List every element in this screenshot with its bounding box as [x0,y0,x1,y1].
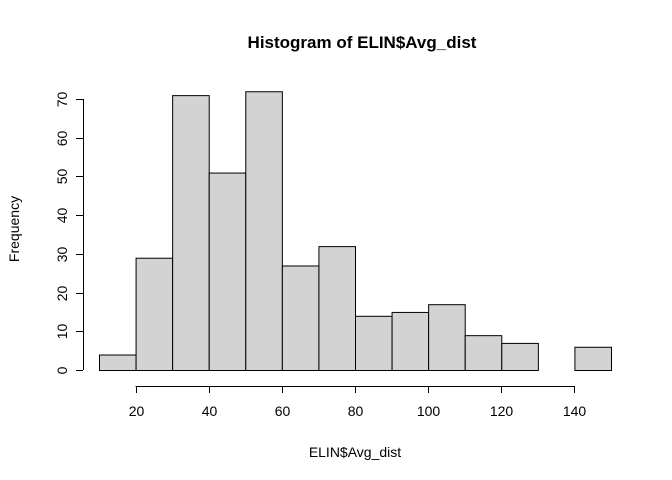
histogram-bar-13 [574,346,613,371]
x-tick-label: 80 [348,403,364,419]
x-tick-label: 40 [202,403,218,419]
histogram-bar-8 [391,311,430,371]
histogram-bar-5 [281,265,320,372]
y-tick-label: 30 [54,247,70,263]
y-axis-label: Frequency [6,196,22,262]
y-tick-label: 20 [54,286,70,302]
histogram-bar-11 [501,342,539,371]
y-tick-label: 40 [54,208,70,224]
histogram-bar-2 [172,95,210,371]
histogram-bar-3 [208,172,247,371]
y-tick-label: 50 [54,169,70,185]
y-axis: 0 10 20 30 40 50 60 70 [54,92,84,374]
y-tick-label: 60 [54,131,70,147]
y-tick-label: 0 [54,366,70,374]
histogram-bar-1 [135,257,174,372]
x-tick-label: 120 [490,403,514,419]
x-tick-label: 60 [275,403,291,419]
chart-title: Histogram of ELIN$Avg_dist [248,33,477,52]
histogram-bar-4 [245,91,283,371]
y-tick-label: 70 [54,92,70,108]
bars-group [99,91,613,372]
x-tick-label: 20 [129,403,145,419]
histogram-bar-7 [355,315,393,371]
y-tick-label: 10 [54,324,70,340]
histogram-bar-10 [464,335,503,371]
x-tick-label: 100 [417,403,441,419]
histogram-bar-9 [428,304,466,371]
histogram-bar-0 [99,354,137,371]
x-axis: 20 40 60 80 100 120 140 [129,386,587,419]
x-axis-label: ELIN$Avg_dist [309,444,401,460]
histogram-bar-6 [318,246,356,371]
x-tick-label: 140 [563,403,587,419]
